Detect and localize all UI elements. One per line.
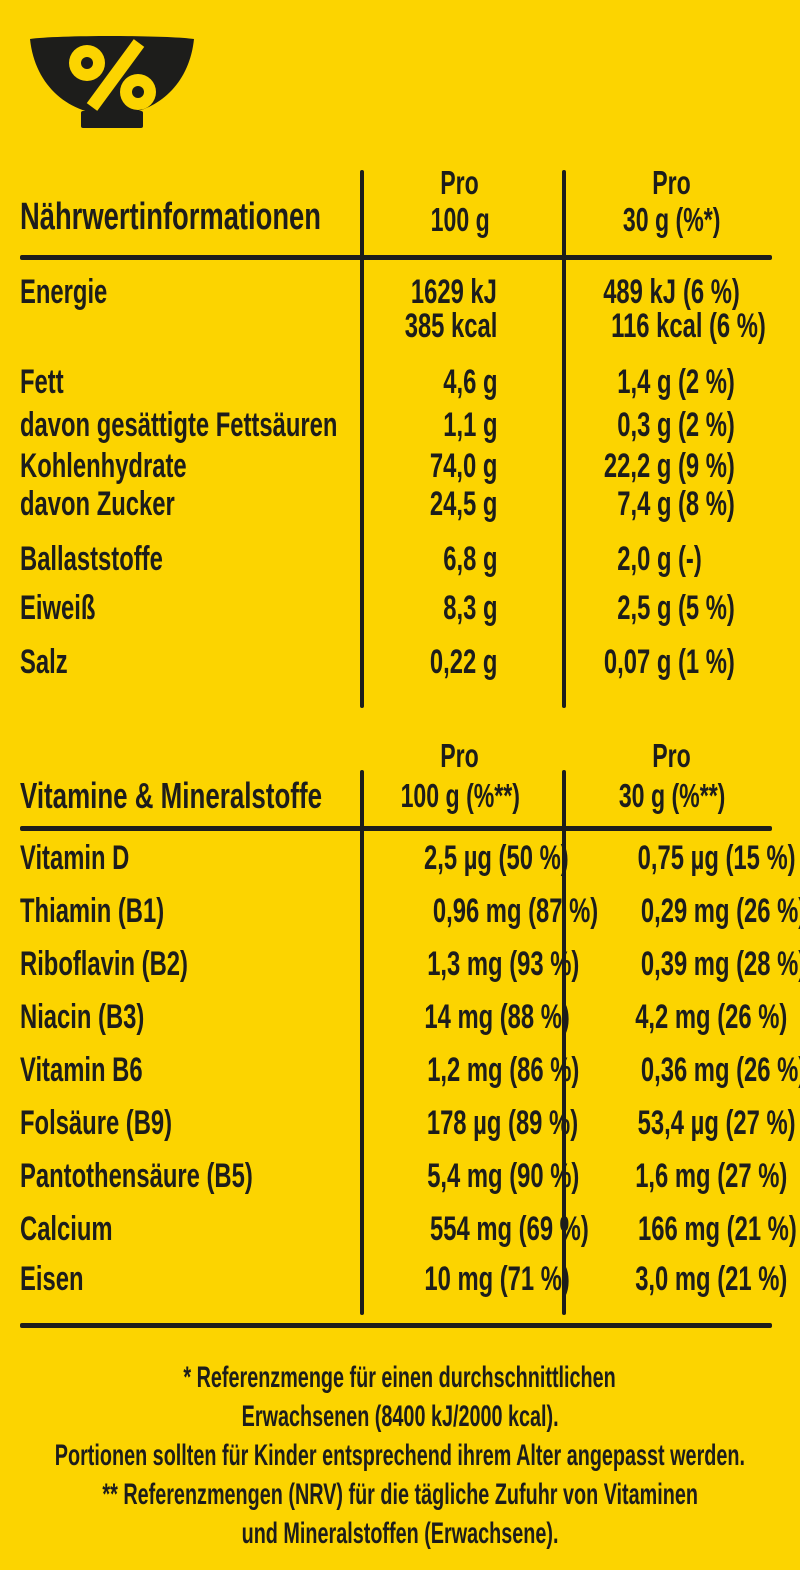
value-per-100g: 6,8 g [442,540,497,578]
table-row-kohlenhydrate: Kohlenhydrate 74,0 g 22,2 g (9 %) [0,449,800,483]
vitamins-table-title: Vitamine & Mineralstoffe [20,775,322,816]
value-per-30g: 0,39 mg (28 %) [640,945,800,983]
row-label: Riboflavin (B2) [20,945,188,983]
table-row-gesaettigte-fettsaeuren: davon gesättigte Fettsäuren 1,1 g 0,3 g(… [0,408,800,442]
row-label: Eisen [20,1260,84,1298]
footnote-line: * Referenzmenge für einen durchschnittli… [183,1361,617,1394]
header-rule [20,255,772,260]
footnote-line: Portionen sollten für Kinder entsprechen… [54,1439,746,1472]
row-label: Ballaststoffe [20,540,163,578]
table-row-folsaeure: Folsäure (B9) 178 µg (89 %) 53,4 µg (27 … [0,1106,800,1140]
value-per-30g: 3,0 mg (21 %) [635,1260,788,1298]
table-row-ballaststoffe: Ballaststoffe 6,8 g 2,0 g (-) [0,542,800,576]
value-per-100g: 0,22 g [429,643,497,681]
column-divider [562,770,566,1315]
value-per-100g: 24,5 g [429,485,497,523]
row-label: Eiweiß [20,589,96,627]
footnote-line: und Mineralstoffen (Erwachsene). [241,1517,559,1550]
value-percent-ri: (8 %) [678,485,735,523]
table-row-fett: Fett 4,6 g 1,4 g (2 %) [0,365,800,399]
row-label: Fett [20,363,64,401]
value-per-100g: 1,2 mg (86 %) [427,1051,580,1089]
row-label: Salz [20,643,68,681]
value-percent-ri: (-) [678,540,702,578]
footnote-line: ** Referenzmengen (NRV) für die tägliche… [102,1478,698,1511]
header-rule [20,826,772,831]
value-per-100g: 14 mg (88 %) [424,998,570,1036]
table-row-salz: Salz 0,22 g 0,07 g (1 %) [0,645,800,679]
table-row-thiamin: Thiamin (B1) 0,96 mg (87 %) 0,29 mg (26 … [0,894,800,928]
table-row-calcium: Calcium 554 mg (69 %) 166 mg (21 %) [0,1212,800,1246]
value-per-30g: 22,2 g [603,447,671,485]
table-row-eiweiss: Eiweiß 8,3 g 2,5 g (5 %) [0,591,800,625]
value-per-100g: 5,4 mg (90 %) [427,1157,580,1195]
value-per-100g: 178 µg (89 %) [426,1104,579,1142]
value-per-30g: 4,2 mg (26 %) [635,998,788,1036]
value-per-100g: 385 kcal [404,307,497,345]
value-per-100g: 8,3 g [442,589,497,627]
value-per-30g: 0,75 µg (15 %) [637,839,796,877]
table-row-eisen: Eisen 10 mg (71 %) 3,0 mg (21 %) [0,1262,800,1296]
footnote-line: Erwachsenen (8400 kJ/2000 kcal). [241,1400,559,1433]
value-percent-ri: (5 %) [678,589,735,627]
value-per-30g: 2,0 g [616,540,671,578]
value-per-30g: 0,29 mg (26 %) [640,892,800,930]
value-per-30g: 166 mg (21 %) [638,1210,797,1248]
value-percent-ri: (2 %) [678,406,735,444]
table-row-pantothensaeure: Pantothensäure (B5) 5,4 mg (90 %) 1,6 mg… [0,1159,800,1193]
value-per-100g: 74,0 g [429,447,497,485]
value-percent-ri: (2 %) [678,363,735,401]
row-label: Folsäure (B9) [20,1104,173,1142]
nutrition-col-per100-header: Pro 100 g [430,164,490,238]
value-per-30g: 0,36 mg (26 %) [640,1051,800,1089]
value-per-100g: 0,96 mg (87 %) [432,892,599,930]
value-per-30g: 1,6 mg (27 %) [635,1157,788,1195]
footnote-rule [20,1323,772,1328]
table-row-vitamin-b6: Vitamin B6 1,2 mg (86 %) 0,36 mg (26 %) [0,1053,800,1087]
value-percent-ri: (6 %) [709,307,767,345]
value-percent-ri: (9 %) [678,447,735,485]
value-per-30g: 0,07 g [603,643,671,681]
vitamins-col-per30-header: Pro 30 g (%**) [618,737,726,814]
row-label: Niacin (B3) [20,998,145,1036]
column-divider [562,170,566,708]
value-per-30g: 53,4 µg (27 %) [637,1104,796,1142]
row-label: Vitamin D [20,839,130,877]
value-per-100g: 10 mg (71 %) [424,1260,570,1298]
row-label: Pantothensäure (B5) [20,1157,253,1195]
value-per-30g: 489 kJ [603,273,676,311]
table-row-riboflavin: Riboflavin (B2) 1,3 mg (93 %) 0,39 mg (2… [0,947,800,981]
nutrition-col-per30-header: Pro 30 g (%*) [623,164,721,238]
value-per-100g: 2,5 µg (50 %) [423,839,569,877]
bowl-percent-icon [30,36,194,128]
row-label: Kohlenhydrate [20,447,187,485]
value-per-30g: 0,3 g [616,406,671,444]
value-per-100g: 1,3 mg (93 %) [427,945,580,983]
table-row-zucker: davon Zucker 24,5 g 7,4 g (8 %) [0,487,800,521]
table-row-niacin: Niacin (B3) 14 mg (88 %) 4,2 mg (26 %) [0,1000,800,1034]
row-label: Energie [20,273,108,311]
value-percent-ri: (6 %) [683,273,740,311]
value-per-30g: 1,4 g [616,363,671,401]
value-per-30g: 2,5 g [616,589,671,627]
nutrition-table-title: Nährwertinformationen [20,196,321,238]
value-per-100g: 1,1 g [442,406,497,444]
table-row-vitamin-d: Vitamin D 2,5 µg (50 %) 0,75 µg (15 %) [0,841,800,875]
value-per-100g: 554 mg (69 %) [430,1210,589,1248]
vitamins-col-per100-header: Pro 100 g (%**) [400,737,520,814]
row-label: Vitamin B6 [20,1051,143,1089]
value-percent-ri: (1 %) [678,643,735,681]
value-per-30g: 7,4 g [616,485,671,523]
value-per-100g: 4,6 g [442,363,497,401]
footnotes: * Referenzmenge für einen durchschnittli… [0,1358,800,1553]
column-divider [360,170,364,708]
row-label: Calcium [20,1210,113,1248]
row-label: davon gesättigte Fettsäuren [20,406,338,444]
row-label: Thiamin (B1) [20,892,165,930]
table-row-energie: Energie 1629 kJ 385 kcal 489 kJ (6 %) 11… [0,275,800,343]
value-per-30g: 116 kcal [611,307,703,345]
column-divider [360,770,364,1315]
row-label: davon Zucker [20,485,175,523]
value-per-100g: 1629 kJ [410,273,497,311]
